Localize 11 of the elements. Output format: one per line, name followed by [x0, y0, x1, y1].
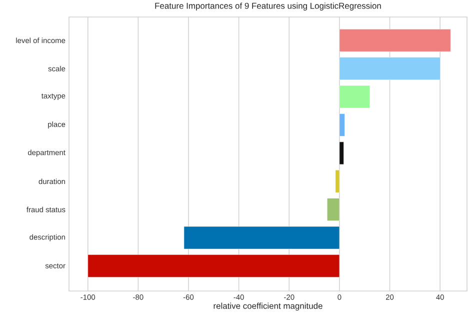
bar — [339, 85, 370, 108]
bar — [326, 198, 340, 221]
x-axis-title: relative coefficient magnitude — [214, 302, 322, 311]
chart-title: Feature Importances of 9 Features using LogisticRegression — [155, 2, 381, 10]
bar — [339, 142, 344, 165]
bar — [184, 226, 340, 250]
bar — [339, 57, 440, 80]
bar — [339, 28, 451, 52]
bar — [88, 254, 340, 278]
bar — [339, 114, 345, 136]
bar — [335, 170, 340, 193]
